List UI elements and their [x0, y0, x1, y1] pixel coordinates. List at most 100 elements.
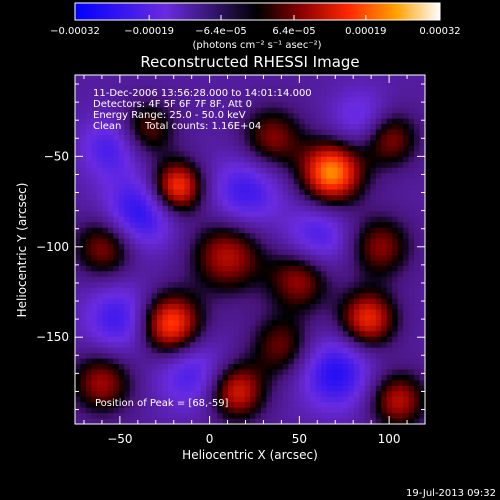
heatmap-cell	[310, 314, 317, 321]
heatmap-cell	[310, 222, 317, 229]
heatmap-cell	[118, 189, 125, 196]
heatmap-cell	[102, 156, 109, 163]
heatmap-cell	[414, 189, 420, 196]
heatmap-cell	[135, 91, 142, 98]
heatmap-cell	[167, 304, 174, 310]
heatmap-cell	[239, 162, 245, 169]
heatmap-cell	[206, 304, 213, 310]
heatmap-cell	[364, 325, 371, 332]
heatmap-cell	[277, 205, 284, 212]
heatmap-cell	[310, 254, 317, 261]
heatmap-cell	[392, 205, 399, 212]
heatmap-cell	[217, 407, 224, 414]
heatmap-cell	[178, 184, 185, 190]
heatmap-cell	[151, 353, 158, 359]
heatmap-cell	[403, 413, 409, 419]
heatmap-cell	[277, 282, 284, 289]
heatmap-cell	[353, 178, 360, 185]
heatmap-cell	[315, 418, 322, 425]
heatmap-cell	[228, 298, 234, 305]
heatmap-cell	[403, 320, 409, 327]
heatmap-cell	[304, 385, 311, 392]
heatmap-cell	[178, 396, 185, 403]
heatmap-cell	[419, 287, 426, 294]
heatmap-cell	[381, 282, 388, 289]
heatmap-cell	[244, 178, 251, 185]
heatmap-cell	[85, 140, 92, 147]
heatmap-cell	[233, 85, 240, 92]
heatmap-cell	[124, 184, 131, 190]
heatmap-cell	[353, 167, 360, 174]
heatmap-cell	[173, 342, 180, 349]
heatmap-cell	[135, 260, 142, 267]
heatmap-cell	[135, 342, 142, 349]
heatmap-cell	[96, 358, 103, 365]
heatmap-cell	[167, 413, 174, 419]
heatmap-cell	[184, 364, 191, 370]
heatmap-cell	[364, 145, 371, 152]
heatmap-cell	[124, 309, 131, 316]
heatmap-cell	[178, 118, 185, 125]
heatmap-cell	[403, 178, 409, 185]
heatmap-cell	[364, 156, 371, 163]
heatmap-cell	[310, 353, 317, 359]
heatmap-cell	[326, 194, 333, 201]
heatmap-cell	[277, 325, 284, 332]
heatmap-cell	[299, 402, 306, 409]
heatmap-cell	[392, 369, 399, 376]
heatmap-cell	[266, 287, 273, 294]
heatmap-cell	[195, 173, 202, 180]
heatmap-cell	[386, 342, 393, 349]
heatmap-cell	[386, 309, 393, 316]
heatmap-cell	[392, 118, 399, 125]
heatmap-cell	[386, 385, 393, 392]
heatmap-cell	[85, 358, 92, 365]
heatmap-cell	[124, 369, 131, 376]
heatmap-cell	[255, 140, 262, 147]
heatmap-cell	[239, 216, 245, 223]
heatmap-cell	[85, 364, 92, 370]
heatmap-cell	[370, 216, 377, 223]
heatmap-cell	[403, 113, 409, 120]
heatmap-cell	[151, 173, 158, 180]
heatmap-cell	[91, 102, 98, 109]
heatmap-cell	[271, 271, 278, 278]
heatmap-cell	[173, 331, 180, 338]
heatmap-cell	[140, 134, 147, 141]
heatmap-cell	[310, 304, 317, 310]
heatmap-cell	[173, 364, 180, 370]
heatmap-cell	[75, 271, 81, 278]
heatmap-cell	[260, 238, 267, 245]
heatmap-cell	[200, 167, 207, 174]
heatmap-cell	[266, 413, 273, 419]
heatmap-cell	[288, 91, 295, 98]
heatmap-cell	[124, 325, 131, 332]
heatmap-cell	[315, 369, 322, 376]
heatmap-cell	[364, 347, 371, 354]
heatmap-cell	[157, 287, 163, 294]
heatmap-cell	[178, 402, 185, 409]
heatmap-cell	[326, 336, 333, 343]
heatmap-cell	[239, 413, 245, 419]
heatmap-cell	[397, 91, 404, 98]
heatmap-cell	[195, 205, 202, 212]
heatmap-cell	[173, 227, 180, 234]
heatmap-cell	[326, 233, 333, 239]
heatmap-cell	[217, 276, 224, 283]
heatmap-cell	[310, 91, 317, 98]
heatmap-cell	[250, 331, 256, 338]
heatmap-cell	[403, 102, 409, 109]
heatmap-cell	[195, 282, 202, 289]
heatmap-cell	[397, 200, 404, 207]
heatmap-cell	[282, 402, 289, 409]
heatmap-cell	[113, 178, 120, 185]
heatmap-cell	[206, 369, 213, 376]
heatmap-cell	[129, 298, 136, 305]
chart-title: Reconstructed RHESSI Image	[140, 53, 359, 71]
heatmap-cell	[403, 216, 409, 223]
heatmap-cell	[282, 244, 289, 250]
heatmap-cell	[129, 102, 136, 109]
heatmap-cell	[217, 342, 224, 349]
heatmap-cell	[85, 233, 92, 239]
heatmap-cell	[211, 342, 218, 349]
